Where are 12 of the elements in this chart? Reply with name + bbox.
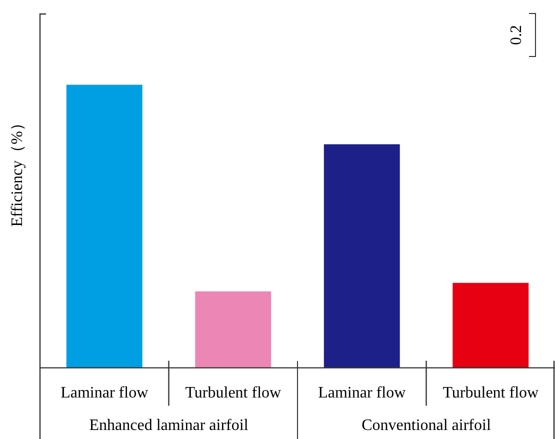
x-tick-label: Laminar flow [60,384,149,402]
x-tick-label: Turbulent flow [185,384,282,402]
text: Conventional airfoil [362,417,492,434]
x-tick-label: Laminar flow [318,384,406,402]
bar [66,84,142,368]
x-tick-label: Turbulent flow [442,384,539,402]
text: Enhanced laminar airfoil [89,417,249,434]
text: 0.2 [508,25,526,45]
bar [195,291,272,368]
y-axis-title: Efficiency（%） [9,115,26,227]
bar [324,144,400,368]
bar [452,282,529,368]
